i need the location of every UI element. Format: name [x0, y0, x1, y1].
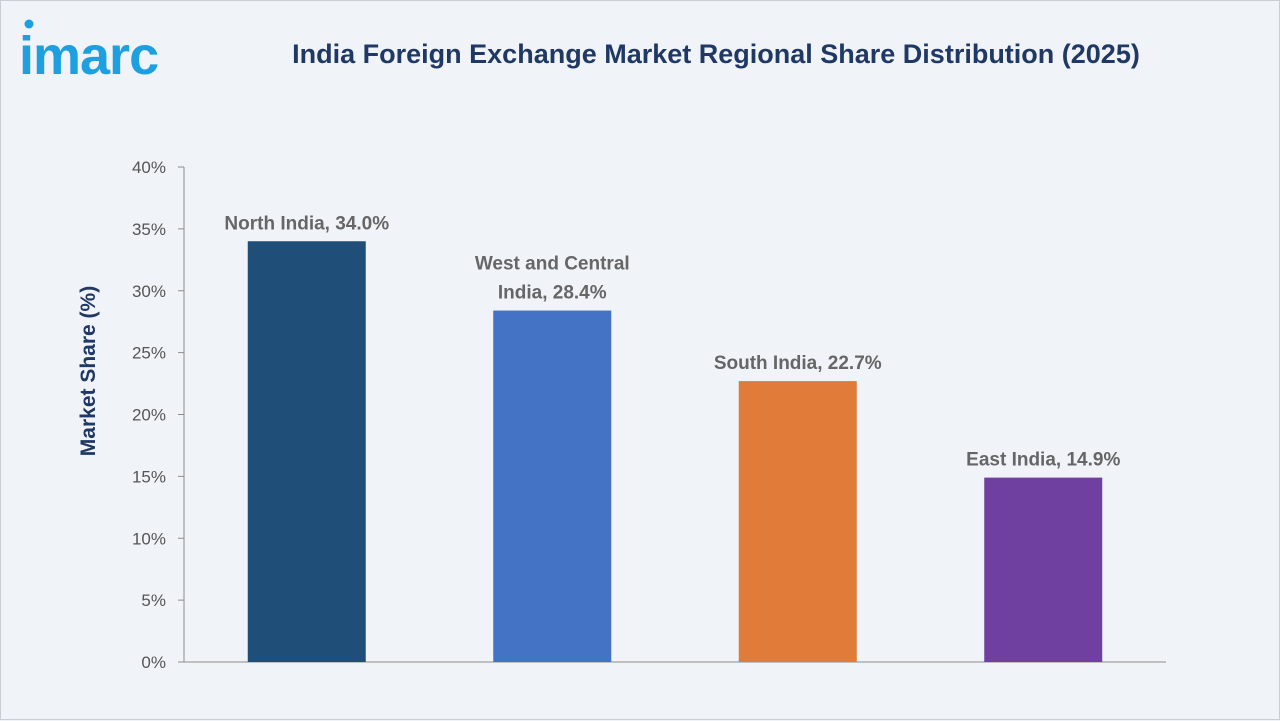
y-tick-label: 40% [132, 158, 166, 177]
bar-4 [984, 477, 1103, 662]
logo-dot [24, 19, 34, 29]
y-tick-label: 5% [141, 591, 166, 610]
bar-2 [493, 310, 612, 662]
y-tick-label: 30% [132, 282, 166, 301]
logo-text: imarc [19, 26, 158, 86]
data-labels: North India, 34.0% West and Central India,… [224, 213, 1120, 470]
bar-1 [247, 241, 366, 662]
y-tick-label: 20% [132, 406, 166, 425]
chart-title: India Foreign Exchange Market Regional S… [292, 39, 1140, 69]
data-label-1: North India, 34.0% [224, 213, 389, 234]
y-tick-label: 10% [132, 529, 166, 548]
y-tick-label: 25% [132, 344, 166, 363]
data-label-2: West and Central [475, 254, 630, 275]
data-label-4: East India, 14.9% [966, 450, 1120, 471]
imarc-logo: imarc [19, 19, 159, 86]
bars [247, 241, 1103, 662]
data-label-3: South India, 22.7% [714, 353, 882, 374]
y-tick-label: 0% [141, 653, 166, 672]
axes: 0% 5% 10% 15% 20% 25% 30% 35% 40% [132, 158, 1166, 672]
y-tick-label: 15% [132, 467, 166, 486]
bar-3 [738, 381, 857, 662]
data-label-2: India, 28.4% [498, 283, 607, 304]
y-tick-label: 35% [132, 220, 166, 239]
